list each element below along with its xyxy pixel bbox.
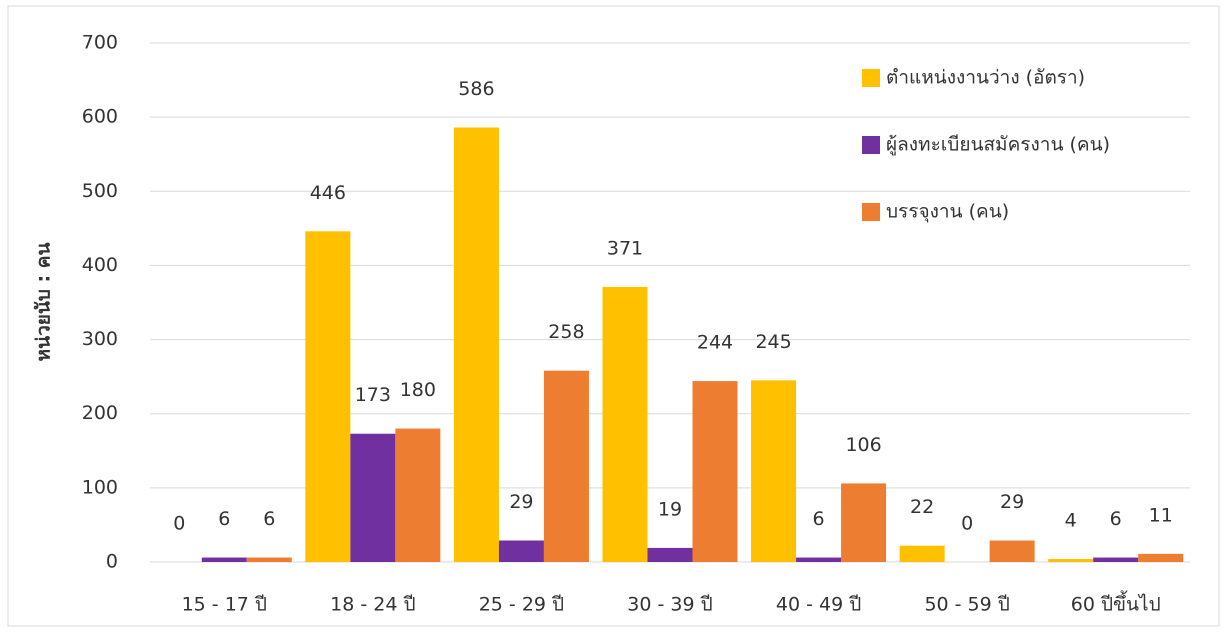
y-tick-label: 700 [82, 32, 118, 54]
bar [453, 127, 499, 562]
bar [1093, 557, 1139, 562]
legend-swatch [862, 203, 880, 221]
bar [1138, 553, 1184, 562]
data-label: 29 [1000, 491, 1024, 513]
data-label: 371 [607, 237, 643, 259]
data-label: 173 [355, 384, 391, 406]
legend-label: บรรจุงาน (คน) [886, 201, 1009, 224]
bar [751, 380, 797, 562]
y-tick-label: 0 [106, 551, 118, 573]
bar [201, 557, 247, 562]
data-label: 22 [910, 496, 934, 518]
data-label: 586 [458, 78, 494, 100]
y-tick-label: 100 [82, 476, 118, 498]
data-label: 29 [509, 491, 533, 513]
y-axis-label: หน่วยนับ : คน [33, 243, 55, 362]
data-label: 180 [400, 379, 436, 401]
y-tick-label: 300 [82, 328, 118, 350]
data-label: 19 [658, 498, 682, 520]
data-label: 6 [263, 508, 275, 530]
legend-label: ผู้ลงทะเบียนสมัครงาน (คน) [886, 134, 1110, 156]
bar [647, 547, 693, 562]
data-label: 4 [1065, 510, 1077, 532]
y-tick-label: 500 [82, 180, 118, 202]
bar [305, 231, 351, 562]
bar [246, 557, 292, 562]
data-label: 245 [755, 331, 791, 353]
x-tick-label: 30 - 39 ปี [627, 594, 712, 616]
data-label: 244 [697, 332, 733, 354]
data-label: 6 [813, 508, 825, 530]
legend-swatch [862, 69, 880, 87]
data-label: 6 [1110, 508, 1122, 530]
bar [350, 433, 396, 562]
bar [543, 370, 589, 562]
bar [796, 557, 842, 562]
bar [602, 286, 648, 562]
y-tick-label: 200 [82, 402, 118, 424]
y-tick-label: 600 [82, 106, 118, 128]
bar [498, 540, 544, 562]
legend-label: ตำแหน่งงานว่าง (อัตรา) [886, 67, 1085, 89]
bar [899, 545, 945, 562]
x-tick-label: 25 - 29 ปี [479, 594, 564, 616]
bar [841, 483, 887, 562]
data-label: 0 [173, 513, 185, 535]
y-tick-label: 400 [82, 254, 118, 276]
bar [989, 540, 1035, 562]
bar [692, 381, 738, 562]
data-label: 106 [845, 434, 881, 456]
bar [395, 428, 441, 562]
legend-swatch [862, 136, 880, 154]
data-label: 11 [1149, 504, 1173, 526]
data-label: 0 [961, 513, 973, 535]
x-tick-label: 18 - 24 ปี [330, 594, 415, 616]
data-label: 6 [218, 508, 230, 530]
data-label: 446 [310, 182, 346, 204]
data-label: 258 [548, 321, 584, 343]
x-tick-label: 15 - 17 ปี [182, 594, 267, 616]
x-tick-label: 60 ปีขึ้นไป [1071, 591, 1161, 616]
x-tick-label: 50 - 59 ปี [924, 594, 1009, 616]
bar [1048, 559, 1094, 562]
x-tick-label: 40 - 49 ปี [776, 594, 861, 616]
